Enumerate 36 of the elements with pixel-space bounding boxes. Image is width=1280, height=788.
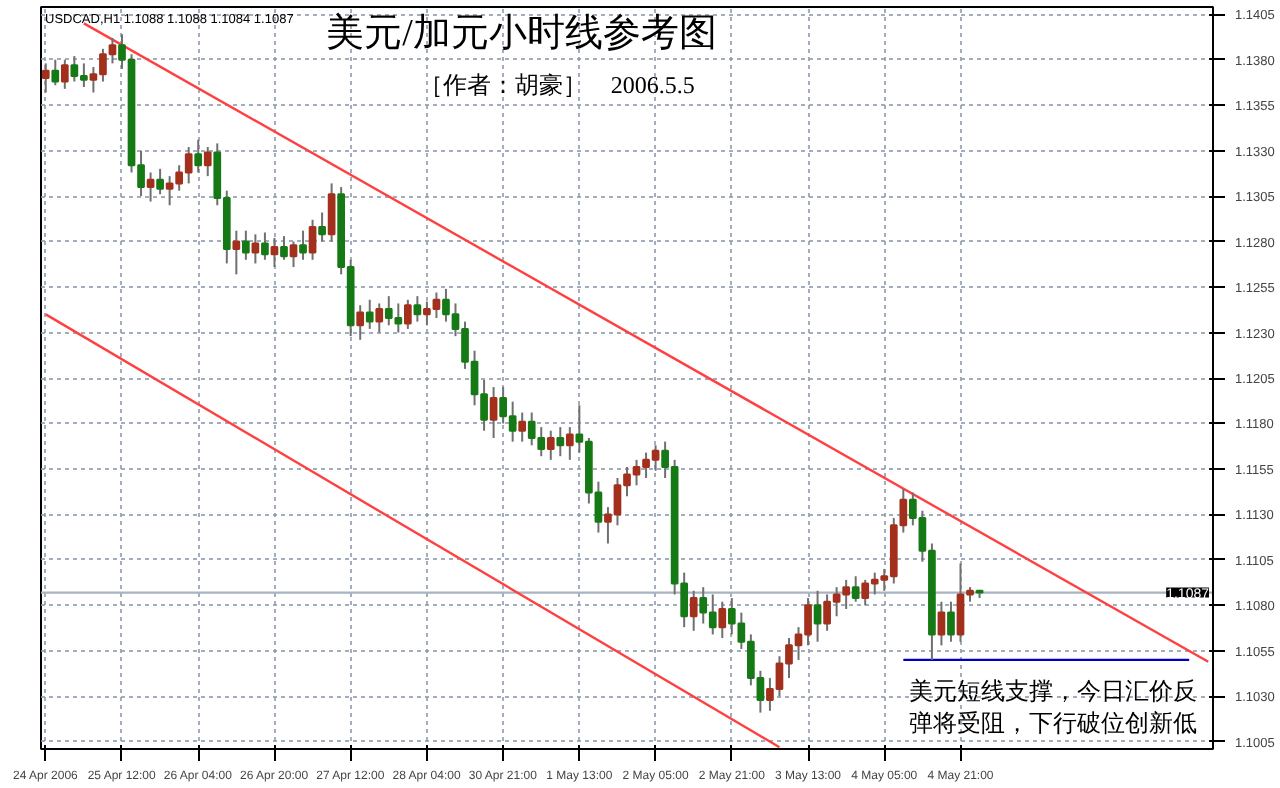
candlestick <box>308 218 317 261</box>
candlestick <box>518 411 527 443</box>
candlestick <box>60 58 69 90</box>
candlestick <box>413 295 422 323</box>
candlestick <box>813 589 822 643</box>
candlestick <box>156 167 164 196</box>
candlestick <box>261 231 269 261</box>
candlestick <box>51 58 60 87</box>
candlestick <box>365 298 374 330</box>
candlestick <box>318 211 326 243</box>
candlestick <box>375 302 384 334</box>
candlestick <box>565 426 574 461</box>
annotation: 美元短线支撑，今日汇价反弹将受阻，下行破位创新低 <box>909 677 1197 737</box>
candlestick <box>947 600 955 643</box>
candlestick <box>689 589 698 632</box>
candlestick <box>280 235 288 261</box>
candlestick <box>327 182 336 243</box>
candlestick <box>546 429 555 461</box>
candlestick <box>356 304 365 341</box>
candlestick <box>194 138 203 174</box>
chart-title: 美元/加元小时线参考图 <box>326 11 717 55</box>
candlestick <box>203 146 212 178</box>
text: ［作者：胡豪］ 2006.5.5 <box>418 71 695 99</box>
candlestick <box>251 233 260 265</box>
candlestick <box>41 62 50 94</box>
candlestick <box>718 600 727 640</box>
candlestick <box>851 575 860 603</box>
candlestick <box>556 426 565 458</box>
candlestick <box>299 229 307 261</box>
candlestick <box>289 240 298 269</box>
candlestick <box>146 171 155 203</box>
candlestick <box>232 229 241 276</box>
candlestick <box>489 386 498 440</box>
candlestick <box>242 229 250 261</box>
candlestick <box>403 298 412 330</box>
candlestick <box>270 236 279 269</box>
